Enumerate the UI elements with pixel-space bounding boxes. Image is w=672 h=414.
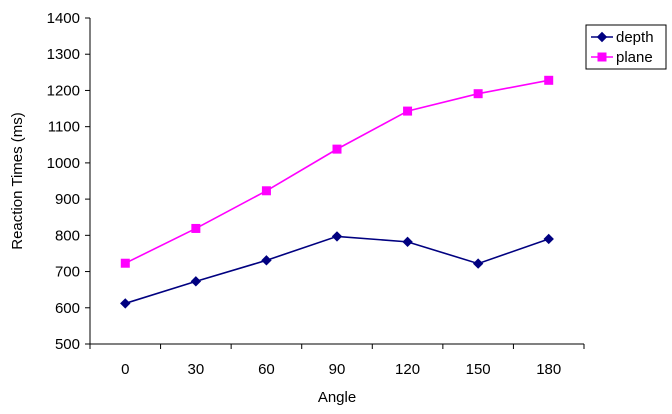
legend-item-depth: depth — [591, 29, 654, 46]
data-point-depth — [261, 255, 272, 266]
data-point-depth — [190, 276, 202, 287]
data-point-plane — [120, 258, 130, 268]
x-axis-title: Angle — [318, 389, 356, 406]
data-point-depth — [120, 298, 131, 309]
data-point-plane — [473, 89, 483, 99]
legend-label: depth — [616, 29, 654, 46]
y-ticks: 500 600 700 800 900 1000 1100 1200 1300 1400 — [47, 10, 90, 353]
y-tick-label: 500 — [55, 336, 80, 353]
data-point-plane — [261, 186, 271, 196]
data-point-depth — [472, 258, 484, 269]
y-tick-label: 1200 — [47, 82, 80, 99]
x-tick-label: 0 — [121, 361, 129, 378]
y-tick-label: 900 — [55, 191, 80, 208]
y-tick-label: 1400 — [47, 10, 80, 27]
legend: depth plane — [585, 24, 667, 70]
data-point-plane — [403, 106, 413, 116]
data-point-plane — [332, 144, 342, 154]
legend-marker — [597, 52, 607, 62]
y-axis-title: Reaction Times (ms) — [9, 112, 26, 250]
data-point-depth — [543, 233, 554, 245]
y-tick-label: 700 — [55, 264, 80, 281]
x-ticks: 0 30 60 90 120 150 180 — [89, 344, 585, 378]
x-tick-label: 60 — [258, 361, 275, 378]
axes — [89, 18, 584, 345]
y-tick-label: 800 — [55, 227, 80, 244]
data-point-depth — [402, 236, 413, 248]
series-layer — [120, 75, 554, 309]
series-depth — [120, 231, 554, 309]
x-tick-label: 120 — [395, 361, 420, 378]
data-point-plane — [544, 75, 554, 85]
series-line-depth — [125, 235, 549, 305]
x-tick-label: 90 — [329, 361, 346, 378]
y-tick-label: 1000 — [47, 155, 80, 172]
series-plane — [120, 75, 554, 268]
y-tick-label: 600 — [55, 300, 80, 317]
legend-marker — [596, 31, 608, 43]
x-tick-label: 150 — [466, 361, 491, 378]
y-tick-label: 1100 — [48, 119, 80, 136]
data-point-depth — [331, 231, 343, 242]
legend-item-plane: plane — [591, 49, 653, 66]
data-point-plane — [191, 223, 201, 233]
legend-box — [585, 24, 667, 70]
legend-label: plane — [616, 49, 653, 66]
x-tick-label: 180 — [536, 361, 561, 378]
x-tick-label: 30 — [188, 361, 205, 378]
y-tick-label: 1300 — [47, 46, 80, 63]
